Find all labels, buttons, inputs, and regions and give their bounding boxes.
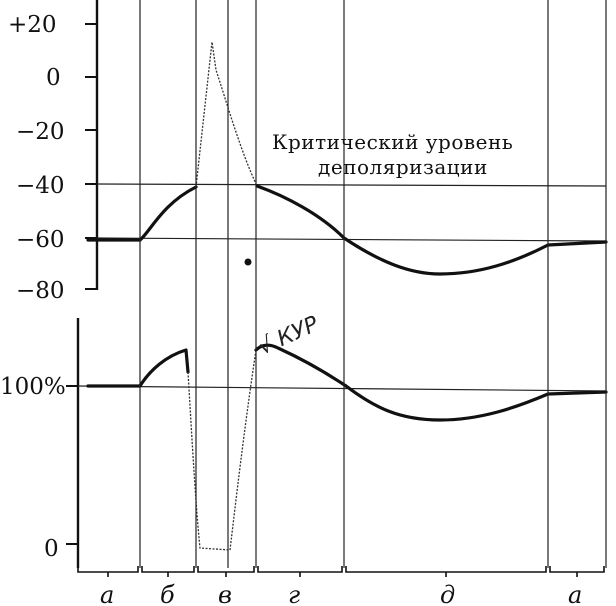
membrane-potential-panel: +20 0 −20 −40 −60 −80 Критический уровен…	[8, 0, 608, 304]
membrane-potential-curve-prepotential	[138, 185, 198, 242]
ex-tick-label-0: 0	[44, 536, 59, 562]
phase-brace-v	[197, 566, 255, 577]
phase-labels: а б в г д а	[100, 581, 582, 606]
resting-potential-line	[96, 237, 607, 242]
excitability-curve-refractory-drop	[187, 349, 257, 551]
mp-tick-label-minus80: −80	[16, 278, 65, 304]
excitability-curve-supernormal	[138, 348, 190, 388]
critical-level-label-line1: Критический уровень	[272, 130, 513, 154]
ink-dot	[244, 258, 252, 266]
phase-label-a1: а	[100, 581, 114, 606]
membrane-potential-curve-repolarization	[255, 184, 346, 240]
membrane-potential-curve-spike	[195, 41, 258, 188]
mp-tick-label-0: 0	[46, 65, 61, 91]
critical-level-line	[96, 183, 607, 187]
mp-tick-label-plus20: +20	[8, 12, 57, 38]
excitability-curve-recovery	[254, 343, 348, 388]
phase-dividers	[139, 0, 607, 568]
excitability-baseline	[77, 385, 607, 392]
phase-brace-d	[345, 566, 547, 577]
phase-brace-b	[141, 566, 195, 577]
phase-label-b: б	[160, 581, 175, 606]
excitability-curve-subnormal	[344, 384, 550, 422]
phase-brace-a2	[549, 566, 605, 577]
mp-tick-label-minus20: −20	[16, 119, 65, 145]
phase-label-g: г	[288, 581, 300, 606]
phase-brace-a1	[77, 566, 139, 577]
phase-brace-g	[257, 566, 343, 577]
membrane-potential-curve-resting-right	[546, 240, 608, 247]
mp-tick-label-minus60: −60	[16, 227, 65, 253]
phase-braces	[77, 566, 605, 577]
excitability-curve-normal-right	[546, 390, 608, 396]
mp-tick-label-minus40: −40	[16, 173, 65, 199]
membrane-potential-curve-hyperpolarization	[342, 236, 550, 276]
phase-label-d: д	[440, 581, 455, 606]
phase-label-v: в	[218, 581, 232, 606]
critical-level-label-line2: деполяризации	[318, 155, 488, 179]
excitability-panel: 100% 0 √ КУР	[0, 312, 608, 568]
ex-tick-label-100: 100%	[0, 374, 66, 400]
phase-label-a2: а	[568, 581, 582, 606]
